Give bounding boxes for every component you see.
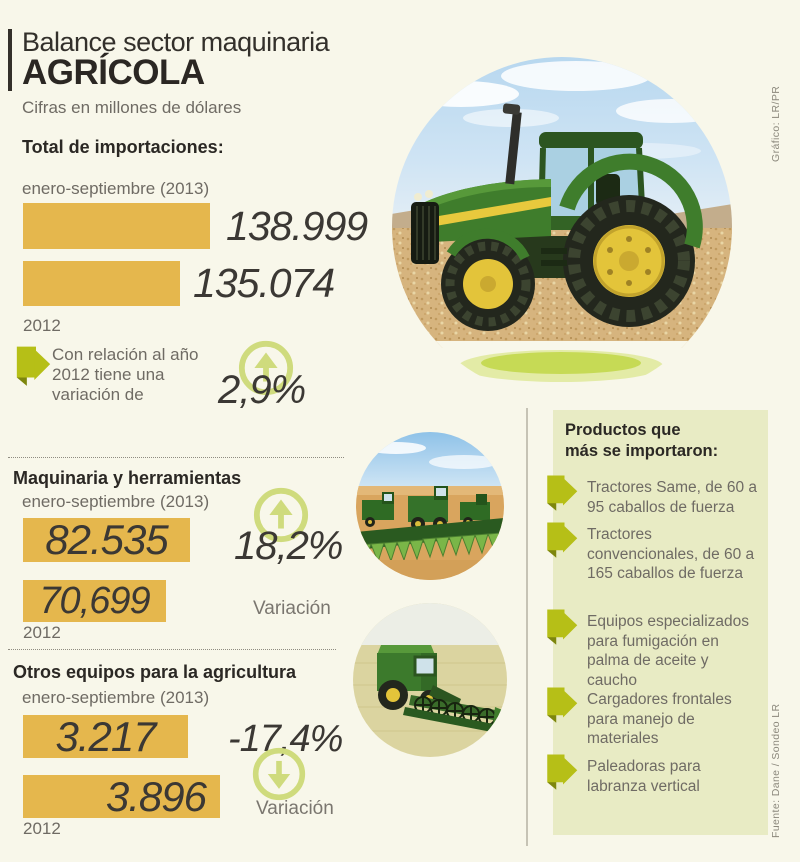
page-title-line2: AGRÍCOLA xyxy=(22,53,205,92)
total-bar-2012 xyxy=(23,261,180,306)
total-bar-2013 xyxy=(23,203,210,249)
tractor-photo xyxy=(391,56,733,398)
list-item: Cargadores frontales para manejo de mate… xyxy=(547,687,761,749)
page-title-line1: Balance sector maquinaria xyxy=(22,27,330,57)
harvesters-photo xyxy=(356,432,504,580)
maquinaria-heading: Maquinaria y herramientas xyxy=(13,468,242,488)
list-item: Paleadoras para labranza vertical xyxy=(547,754,761,796)
vertical-divider xyxy=(526,408,528,846)
up-arrow-circle-icon xyxy=(253,487,309,543)
list-item: Tractores convencionales, de 60 a 165 ca… xyxy=(547,522,761,584)
title-accent-bar xyxy=(8,29,12,91)
maquinaria-variation-label: Variación xyxy=(253,598,331,619)
maquinaria-bar-2013: 82.535 xyxy=(23,516,190,563)
otros-variation-label: Variación xyxy=(256,798,334,819)
total-label-2013: enero-septiembre (2013) xyxy=(22,179,210,198)
credit-graphic: Gráfico: LR/PR xyxy=(770,85,782,162)
maquinaria-label-2012: 2012 xyxy=(23,623,61,642)
total-label-2012: 2012 xyxy=(23,316,61,335)
maquinaria-bar-2012: 70,699 xyxy=(23,580,166,622)
otros-value-2012: 3.896 xyxy=(105,772,207,820)
products-panel: Productos que más se importaron: Tractor… xyxy=(547,410,768,835)
otros-label-2012: 2012 xyxy=(23,819,61,838)
otros-bar-2012: 3.896 xyxy=(23,772,220,820)
credit-source: Fuente: Dane / Sondeo LR xyxy=(770,703,782,838)
ribbon-arrow-icon xyxy=(547,609,578,645)
ribbon-arrow-icon xyxy=(547,522,578,558)
list-item-label: Cargadores frontales para manejo de mate… xyxy=(587,691,732,747)
total-variation: 2,9% xyxy=(218,368,306,412)
section-divider-dotted xyxy=(8,649,336,650)
list-item: Equipos especializados para fumigación e… xyxy=(547,609,761,690)
ribbon-arrow-icon xyxy=(547,687,578,723)
maquinaria-value-2012: 70,699 xyxy=(39,579,150,622)
total-value-2012: 135.074 xyxy=(193,260,335,306)
otros-label-2013: enero-septiembre (2013) xyxy=(22,688,210,707)
otros-heading: Otros equipos para la agricultura xyxy=(13,662,297,682)
products-heading: Productos que más se importaron: xyxy=(565,421,719,460)
maquinaria-label-2013: enero-septiembre (2013) xyxy=(22,492,210,511)
total-heading: Total de importaciones: xyxy=(22,137,224,157)
combine-photo xyxy=(353,603,507,757)
list-item: Tractores Same, de 60 a 95 caballos de f… xyxy=(547,475,761,517)
section-divider-dotted xyxy=(8,457,344,458)
up-arrow-circle-icon xyxy=(238,340,294,396)
list-item-label: Tractores Same, de 60 a 95 caballos de f… xyxy=(587,479,758,516)
list-item-label: Equipos especializados para fumigación e… xyxy=(587,613,749,689)
page-subtitle: Cifras en millones de dólares xyxy=(22,98,242,117)
total-note: Con relación al año 2012 tiene una varia… xyxy=(52,345,199,404)
list-item-label: Tractores convencionales, de 60 a 165 ca… xyxy=(587,526,755,582)
ribbon-arrow-icon xyxy=(16,346,51,386)
total-value-2013: 138.999 xyxy=(226,203,368,249)
list-item-label: Paleadoras para labranza vertical xyxy=(587,758,701,795)
maquinaria-value-2013: 82.535 xyxy=(45,516,168,563)
otros-value-2013: 3.217 xyxy=(55,712,156,760)
otros-bar-2013: 3.217 xyxy=(23,712,188,760)
ribbon-arrow-icon xyxy=(547,475,578,511)
maquinaria-variation: 18,2% xyxy=(234,524,343,568)
ribbon-arrow-icon xyxy=(547,754,578,790)
down-arrow-circle-icon xyxy=(252,747,306,801)
